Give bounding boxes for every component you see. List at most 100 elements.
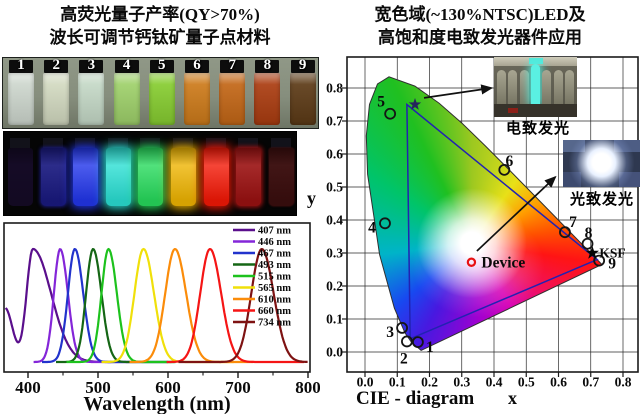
vial-glow — [171, 148, 196, 206]
cie-point-3 — [396, 322, 408, 334]
cie-y-axis-label: y — [307, 188, 316, 208]
cie-point-7 — [559, 226, 571, 239]
cie-x-tick: 0.0 — [357, 375, 374, 390]
spectra-x-tick: 800 — [295, 378, 320, 397]
vial-number: 4 — [122, 57, 131, 73]
cie-point-4 — [379, 217, 391, 230]
el-device-star-marker — [408, 98, 422, 110]
cie-y-tick: 0.7 — [326, 114, 343, 129]
cie-point-label-1: 1 — [426, 339, 434, 356]
vial-liquid — [78, 73, 105, 125]
vial-cap — [238, 138, 259, 148]
el-pixel-slats — [497, 64, 575, 104]
vial-cap — [107, 138, 128, 148]
left-title-line1: 高荧光量子产率(QY>70%) — [60, 5, 260, 24]
spectrum-curve-515nm — [66, 247, 176, 364]
vial-liquid — [254, 73, 281, 125]
uv-vial-5 — [135, 132, 166, 215]
legend-label: 493 nm — [258, 260, 291, 271]
ambient-light-vials-photo: 1 2 3 4 5 6 7 8 9 — [2, 57, 319, 129]
cie-diagram-caption: CIE - diagram — [356, 388, 474, 409]
cie-x-tick: 0.8 — [615, 375, 632, 390]
cie-y-tick: 0.6 — [326, 147, 343, 162]
spectra-x-tick: 600 — [155, 378, 181, 397]
photoluminescence-inset-photo — [563, 140, 640, 187]
cie-x-axis-label: x — [508, 388, 517, 408]
cie-x-tick: 0.7 — [582, 375, 599, 390]
arrow-to-el-inset — [423, 84, 494, 99]
legend-label: 660 nm — [258, 306, 291, 317]
uv-vial-1 — [5, 132, 36, 215]
vial-glow — [268, 148, 294, 206]
uv-vial-9 — [266, 132, 296, 215]
vial-liquid — [184, 73, 210, 125]
spectra-x-tick: 400 — [15, 378, 41, 397]
cie-point-label-9: 9 — [608, 256, 616, 273]
ambient-vial-4: 4 — [111, 58, 145, 128]
right-title-line2: 高饱和度电致发光器件应用 — [378, 28, 582, 47]
uv-vial-3 — [70, 132, 101, 215]
spectrum-curve-610nm — [129, 248, 254, 364]
vial-glow — [8, 148, 33, 206]
ambient-vial-2: 2 — [40, 58, 74, 128]
uv-vial-2 — [38, 132, 69, 215]
cie-y-tick: 0.0 — [326, 345, 343, 360]
vial-cap — [44, 60, 69, 73]
cie-x-tick: 0.2 — [421, 375, 438, 390]
cie-y-tick: 0.3 — [326, 246, 343, 261]
left-title: 高荧光量子产率(QY>70%) 波长可调节钙钛矿量子点材料 — [0, 3, 320, 49]
cie-y-tick: 0.4 — [326, 213, 343, 228]
legend-label: 467 nm — [258, 249, 291, 260]
vial-cap — [140, 138, 161, 148]
vial-glow — [105, 148, 131, 206]
cie-point-label-8: 8 — [585, 225, 593, 242]
right-panel: 宽色域(~130%NTSC)LED及 高饱和度电致发光器件应用 0.0 0.1 0.… — [307, 0, 640, 414]
spectrum-curve-446nm — [33, 248, 112, 364]
legend-label: 565 nm — [258, 283, 291, 294]
legend-label: 407 nm — [258, 226, 291, 237]
cie-point-label-2: 2 — [400, 350, 408, 367]
spectra-x-tick: 500 — [85, 378, 111, 397]
vial-number: 3 — [87, 57, 96, 73]
device-point — [466, 257, 477, 267]
cie-x-tick: 0.1 — [389, 375, 406, 390]
vial-liquid — [148, 73, 175, 125]
legend-label: 734 nm — [258, 318, 291, 329]
cie-point-label-4: 4 — [368, 219, 376, 236]
ambient-vial-9: 9 — [287, 57, 318, 128]
arrow-to-pl-inset — [476, 175, 557, 252]
spectra-x-tick: 700 — [225, 378, 251, 397]
ambient-vial-3: 3 — [75, 58, 109, 128]
vial-number: 5 — [158, 57, 166, 73]
spectrum-curve-660nm — [166, 248, 305, 364]
cie-point-1 — [411, 336, 424, 349]
legend-label: 446 nm — [258, 237, 291, 248]
legend-label: 515 nm — [258, 272, 291, 283]
uv-vial-4 — [103, 132, 134, 215]
vial-cap — [79, 60, 104, 73]
vial-cap — [185, 60, 209, 73]
vial-glow — [203, 148, 229, 206]
vial-cap — [220, 60, 245, 73]
vial-glow — [73, 148, 99, 206]
vial-glow — [40, 148, 66, 206]
vial-number: 1 — [17, 57, 25, 73]
uv-light-vials-photo — [3, 131, 297, 216]
cie-y-tick: 0.5 — [326, 180, 343, 195]
gamut-triangle — [406, 102, 599, 340]
cie-point-5 — [384, 107, 397, 120]
legend-label: 610 nm — [258, 295, 291, 306]
vial-liquid — [219, 73, 246, 125]
pl-glowing-led — [563, 140, 640, 187]
cie-point-8 — [581, 237, 594, 250]
uv-vial-6 — [168, 132, 199, 215]
cie-y-tick: 0.2 — [326, 279, 343, 294]
ambient-vial-7: 7 — [216, 58, 250, 128]
ambient-vial-8: 8 — [251, 58, 285, 128]
vial-cap — [9, 60, 33, 73]
vial-glow — [138, 148, 164, 206]
spectra-x-axis-label: Wavelength (nm) — [83, 393, 230, 414]
uv-vial-8 — [233, 132, 264, 215]
vial-number: 9 — [298, 57, 307, 73]
